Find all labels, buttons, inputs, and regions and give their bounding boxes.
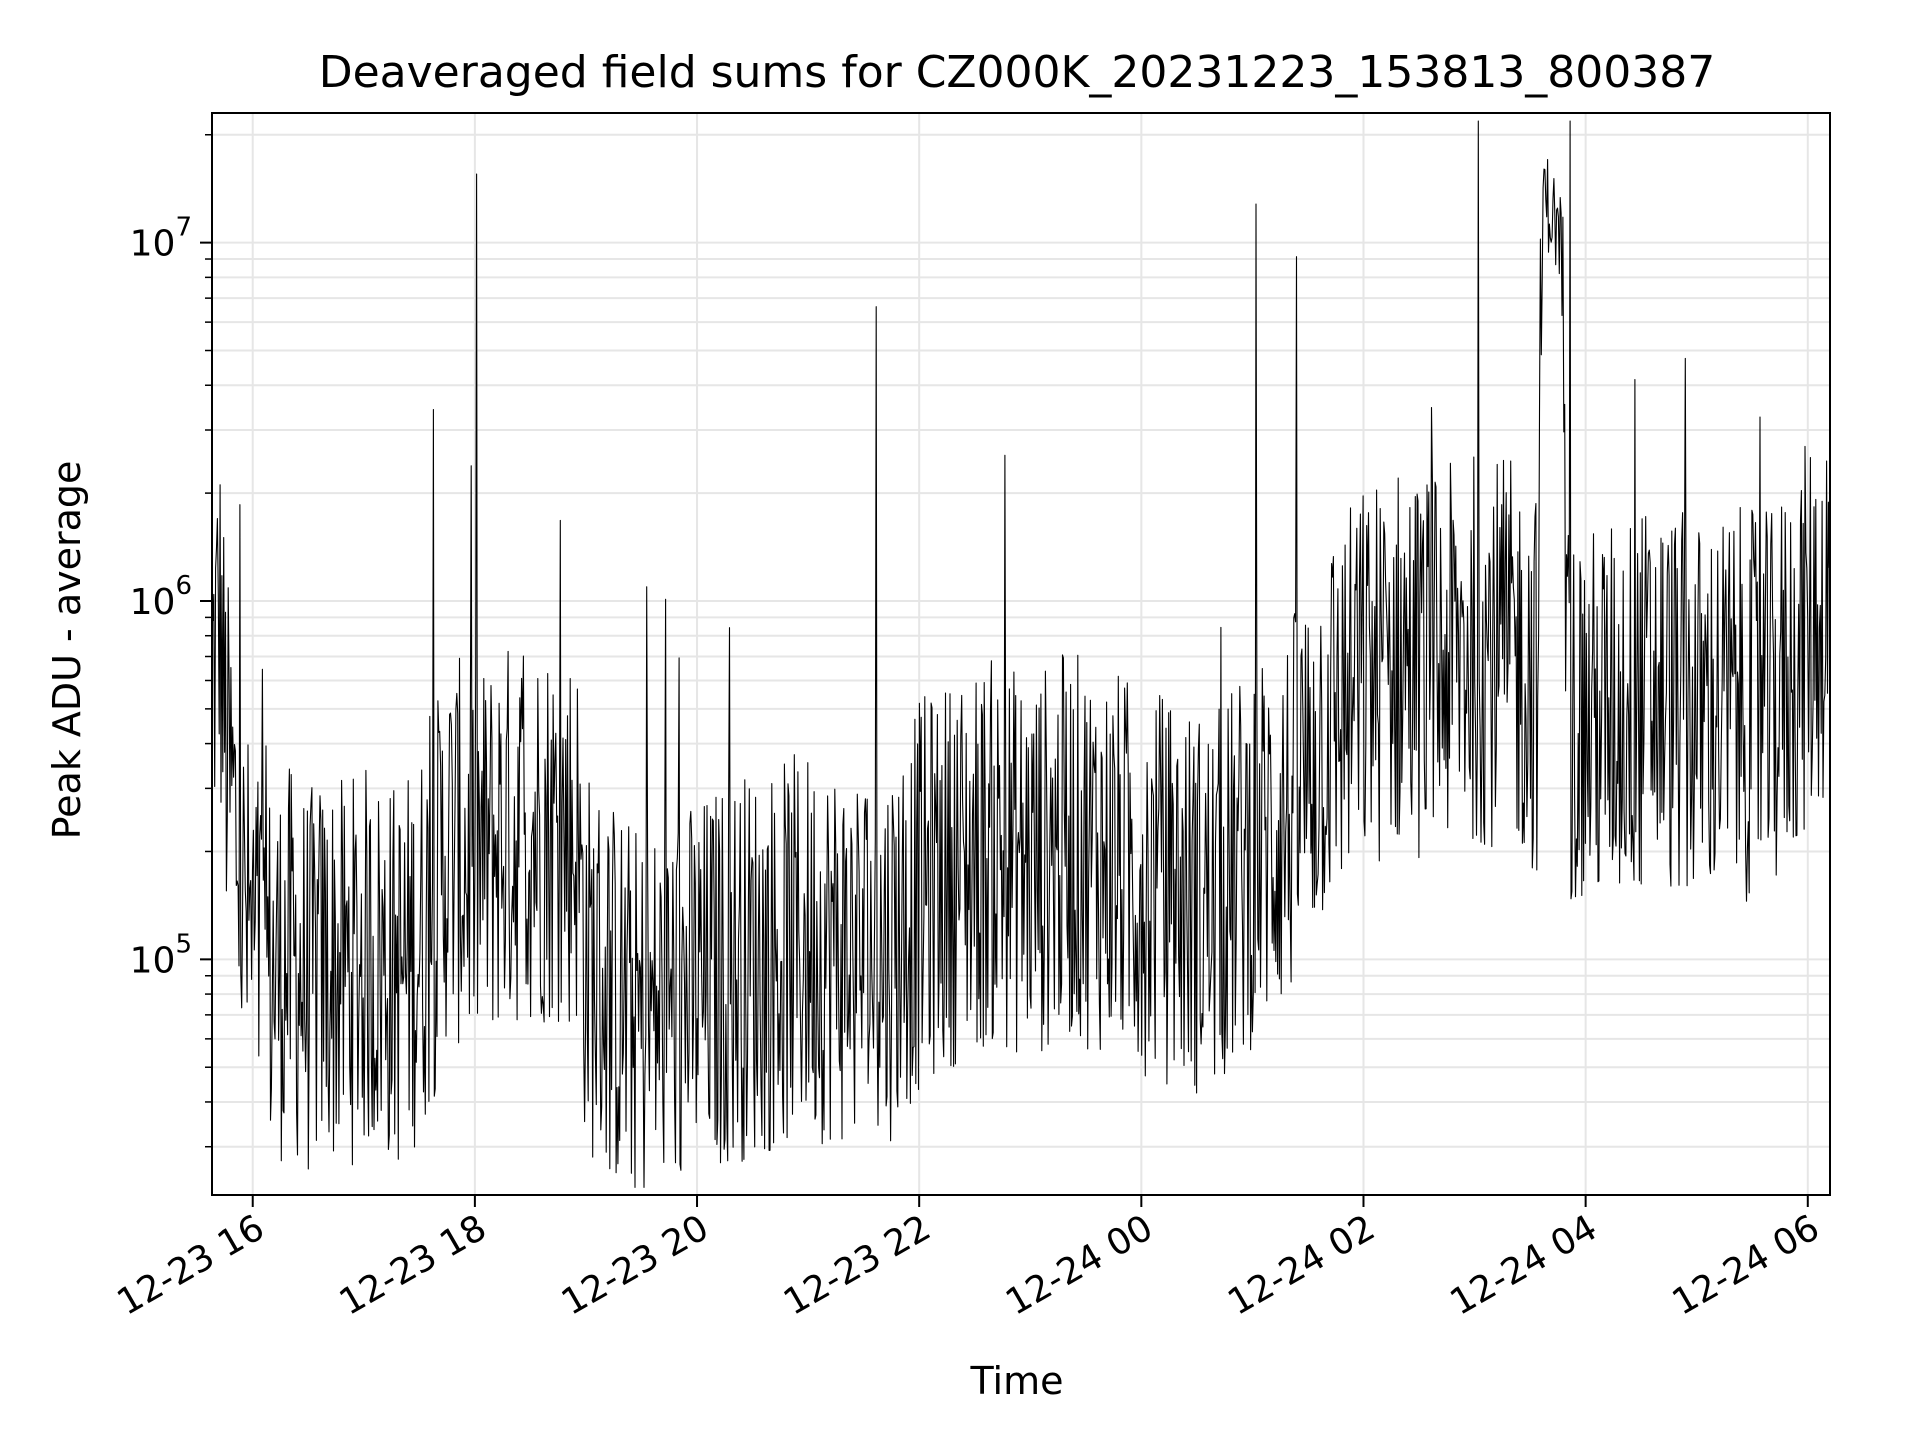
x-tick-label: 12-24 00 [999, 1207, 1160, 1323]
x-tick-label: 12-23 22 [777, 1207, 938, 1323]
x-tick-label: 12-24 04 [1443, 1207, 1604, 1323]
x-tick-label: 12-23 16 [111, 1207, 272, 1323]
y-tick-label: 106 [130, 571, 192, 623]
y-tick-label: 107 [130, 213, 192, 265]
x-tick-label: 12-23 20 [555, 1207, 716, 1323]
x-axis-label: Time [970, 1359, 1064, 1403]
series-line [211, 120, 1830, 1188]
series-path [211, 120, 1830, 1188]
x-tick-label: 12-24 06 [1666, 1207, 1827, 1323]
x-tick-label: 12-23 18 [333, 1207, 494, 1323]
y-tick-label: 105 [130, 929, 192, 981]
chart-title: Deaveraged field sums for CZ000K_2023122… [319, 47, 1716, 98]
grid-lines [212, 113, 1830, 1195]
x-axis-ticks: 12-23 16 12-23 18 12-23 20 12-23 22 12-24 00… [111, 1195, 1827, 1324]
x-tick-label: 12-24 02 [1221, 1207, 1382, 1323]
plot-frame [211, 112, 1831, 1196]
y-axis-ticks: 105 106 107 [130, 134, 212, 1148]
y-axis-label: Peak ADU - average [45, 461, 89, 840]
